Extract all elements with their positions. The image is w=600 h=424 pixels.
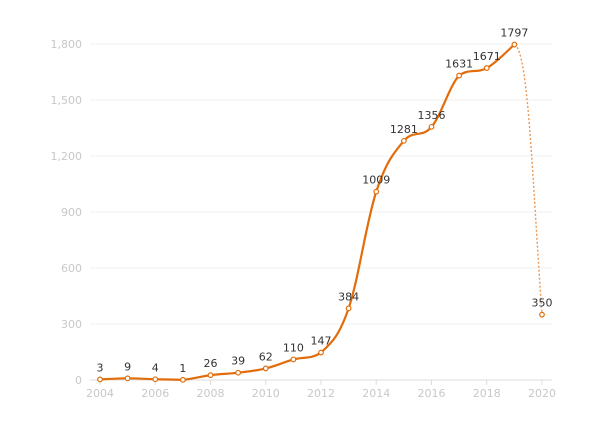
data-point — [483, 65, 490, 71]
data-point — [235, 369, 242, 376]
y-tick-label: 300 — [61, 318, 82, 331]
data-point — [456, 72, 463, 79]
y-tick-label: 1,500 — [51, 94, 83, 107]
data-label: 62 — [259, 350, 273, 363]
grid-lines — [90, 43, 552, 325]
data-label: 39 — [231, 355, 245, 368]
data-label: 110 — [283, 341, 304, 354]
data-point — [207, 372, 214, 379]
data-point — [318, 349, 324, 356]
data-point — [290, 356, 297, 363]
y-tick-label: 1,200 — [51, 150, 83, 163]
y-tick-label: 900 — [61, 206, 82, 219]
data-point — [400, 137, 407, 144]
x-tick-label: 2006 — [141, 387, 169, 400]
data-label: 1671 — [473, 50, 501, 63]
data-point — [345, 305, 352, 312]
data-label: 1 — [179, 362, 186, 375]
data-point — [97, 376, 103, 383]
y-tick-label: 1,800 — [51, 38, 83, 51]
data-label: 147 — [311, 335, 332, 348]
series-line-solid — [98, 43, 516, 381]
data-label: 3 — [97, 361, 104, 374]
data-point — [428, 123, 435, 130]
x-tick-label: 2018 — [473, 387, 501, 400]
data-label: 1281 — [390, 123, 418, 136]
data-label: 4 — [152, 361, 159, 374]
series-line-dashed — [513, 43, 543, 315]
data-label: 1797 — [500, 27, 528, 40]
x-tick-label: 2004 — [86, 387, 114, 400]
data-labels: 3 9 4 1 26 39 62110147384100912811356163116711… — [97, 27, 553, 375]
data-label: 384 — [338, 290, 359, 303]
x-tick-label: 2010 — [252, 387, 280, 400]
series-line — [98, 43, 543, 381]
data-label: 1631 — [445, 58, 473, 71]
x-tick-label: 2014 — [362, 387, 390, 400]
data-point — [262, 365, 269, 372]
x-tick-label: 2012 — [307, 387, 335, 400]
data-point — [179, 376, 186, 383]
data-label: 9 — [124, 360, 131, 373]
data-label: 350 — [532, 297, 553, 310]
data-point — [373, 188, 380, 195]
data-points — [97, 41, 545, 383]
data-point — [511, 41, 518, 48]
y-tick-label: 600 — [61, 262, 82, 275]
x-tick-label: 2008 — [197, 387, 225, 400]
data-point — [152, 376, 159, 383]
data-point — [539, 311, 545, 318]
data-label: 1009 — [362, 174, 390, 187]
data-point — [124, 375, 131, 382]
x-tick-label: 2016 — [418, 387, 446, 400]
data-label: 1356 — [418, 109, 446, 122]
y-tick-label: 0 — [75, 374, 82, 387]
data-label: 26 — [204, 357, 218, 370]
x-tick-label: 2020 — [528, 387, 556, 400]
